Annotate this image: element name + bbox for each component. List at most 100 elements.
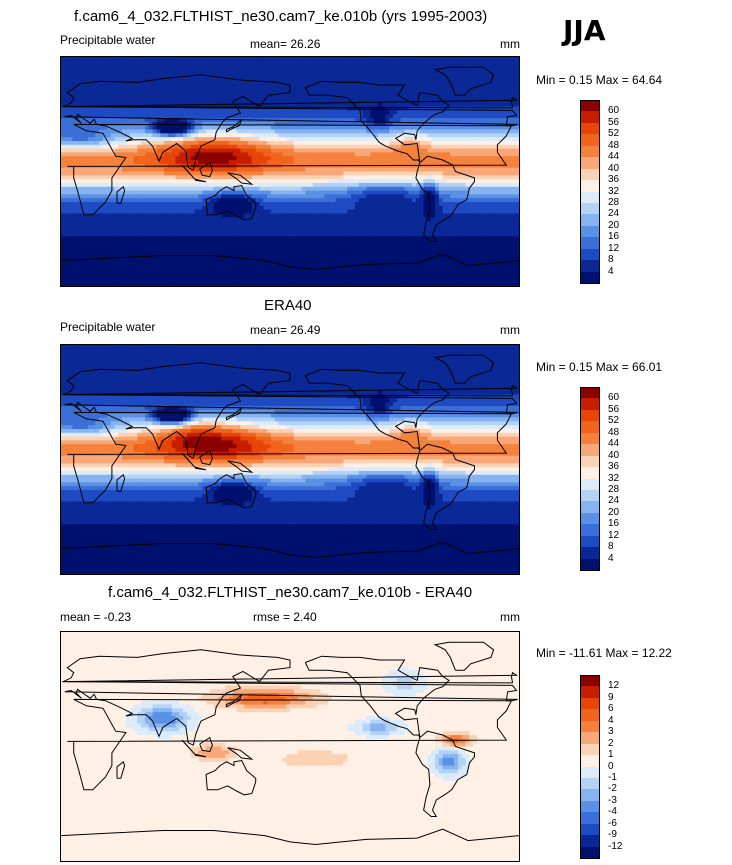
coastline (181, 452, 207, 471)
colorbar-cell (580, 111, 600, 124)
colorbar-cell (580, 777, 600, 790)
colorbar-cell (580, 409, 600, 422)
colorbar-tick-label: 0 (608, 761, 614, 772)
colorbar-cell (580, 248, 600, 261)
colorbar-cell (580, 558, 600, 571)
colorbar-cell (580, 501, 600, 514)
colorbar-cell (580, 398, 600, 411)
colorbar-cell (580, 191, 600, 204)
colorbar-cell (580, 202, 600, 215)
colorbar-tick-label: 36 (608, 462, 619, 472)
coastline (205, 759, 257, 796)
panel2-title: ERA40 (264, 297, 312, 314)
colorbar-tick-label: 2 (608, 738, 614, 749)
panel3-title: f.cam6_4_032.FLTHIST_ne30.cam7_ke.010b -… (108, 584, 472, 601)
colorbar-tick-label: -2 (608, 784, 617, 794)
colorbar-tick-label: 40 (608, 450, 619, 461)
colorbar-tick-label: 16 (608, 232, 619, 242)
colorbar-cell (580, 489, 600, 502)
colorbar-cell (580, 271, 600, 284)
panel1-title: f.cam6_4_032.FLTHIST_ne30.cam7_ke.010b (… (74, 8, 487, 25)
colorbar-cell (580, 846, 600, 859)
colorbar-tick-label: 60 (608, 106, 619, 116)
colorbar-tick-label: 4 (608, 553, 614, 564)
panel1-map (60, 56, 520, 287)
colorbar-cell (580, 512, 600, 525)
coastline (181, 164, 207, 183)
coastline (225, 406, 243, 421)
colorbar-cell (580, 214, 600, 227)
colorbar-cell (580, 835, 600, 848)
colorbar-tick-label: 28 (608, 484, 619, 495)
colorbar-cell (580, 524, 600, 537)
colorbar-tick-label: 36 (608, 175, 619, 185)
colorbar-tick-label: 52 (608, 129, 619, 139)
panel2-units: mm (500, 323, 520, 337)
coastline (62, 384, 519, 397)
colorbar-cell (580, 800, 600, 813)
colorbar-cell (580, 180, 600, 192)
panel1-colorbar: 60 56 52 48 44 40 36 32 28 24 20 16 12 8 4 (580, 100, 640, 284)
coastline (63, 74, 518, 171)
panel2-variable-label: Precipitable water (60, 320, 155, 334)
colorbar-tick-label: 28 (608, 197, 619, 208)
colorbar-tick-label: -9 (608, 830, 617, 840)
coastline (116, 473, 126, 492)
colorbar-cell (580, 145, 600, 158)
panel1-minmax: Min = 0.15 Max = 64.64 (536, 73, 662, 87)
colorbar-cell (580, 535, 600, 548)
panel1-map-canvas (61, 57, 519, 286)
coastline (225, 118, 243, 133)
panel2-map-canvas (61, 345, 519, 574)
colorbar-cell (580, 766, 600, 779)
coastline (205, 184, 257, 221)
colorbar-cell (580, 455, 600, 468)
panel2-minmax: Min = 0.15 Max = 66.01 (536, 360, 662, 374)
coastline (304, 368, 450, 451)
panel1-mean-label: mean= 26.26 (250, 37, 320, 51)
colorbar-cell (580, 134, 600, 147)
colorbar-cell (580, 237, 600, 250)
coastline (63, 362, 518, 459)
colorbar-cell (580, 823, 600, 836)
colorbar-cell (580, 100, 600, 112)
colorbar-tick-label: 4 (608, 266, 614, 277)
colorbar-tick-label: 32 (608, 186, 619, 197)
colorbar-tick-label: 56 (608, 117, 619, 128)
colorbar-cell (580, 675, 600, 687)
colorbar-cell (580, 168, 600, 181)
coastline (415, 443, 475, 530)
colorbar-cell (580, 743, 600, 756)
coastline (225, 693, 243, 708)
colorbar-cell (580, 812, 600, 825)
coastline (433, 66, 495, 96)
colorbar-tick-label: 20 (608, 507, 619, 518)
coastline (199, 736, 213, 753)
coastline (199, 161, 213, 178)
coastline (415, 155, 475, 242)
colorbar-tick-label: -12 (608, 841, 622, 852)
coastline (62, 96, 519, 109)
colorbar-cell (580, 421, 600, 434)
coastline (61, 253, 519, 271)
coastline (63, 649, 518, 746)
coastline (227, 460, 254, 473)
coastline (199, 449, 213, 466)
coastline (433, 354, 495, 384)
colorbar-cell (580, 260, 600, 273)
colorbar-tick-label: 12 (608, 243, 619, 254)
colorbar-cell (580, 789, 600, 802)
colorbar-tick-label: 32 (608, 473, 619, 484)
panel3-colorbar: 12 9 6 4 3 2 1 0 -1 -2 -3 -4 -6 -9 -12 (580, 675, 640, 859)
colorbar-tick-label: 56 (608, 404, 619, 415)
colorbar-tick-label: 3 (608, 727, 614, 737)
colorbar-tick-label: -1 (608, 772, 617, 783)
coastline (415, 730, 475, 817)
colorbar-tick-label: 1 (608, 750, 614, 760)
panel2-colorbar: 60 56 52 48 44 40 36 32 28 24 20 16 12 8 4 (580, 387, 640, 571)
coastline (61, 828, 519, 846)
colorbar-tick-label: 8 (608, 542, 614, 552)
panel3-map (60, 631, 520, 862)
colorbar-cell (580, 387, 600, 399)
colorbar-tick-label: 44 (608, 152, 619, 162)
